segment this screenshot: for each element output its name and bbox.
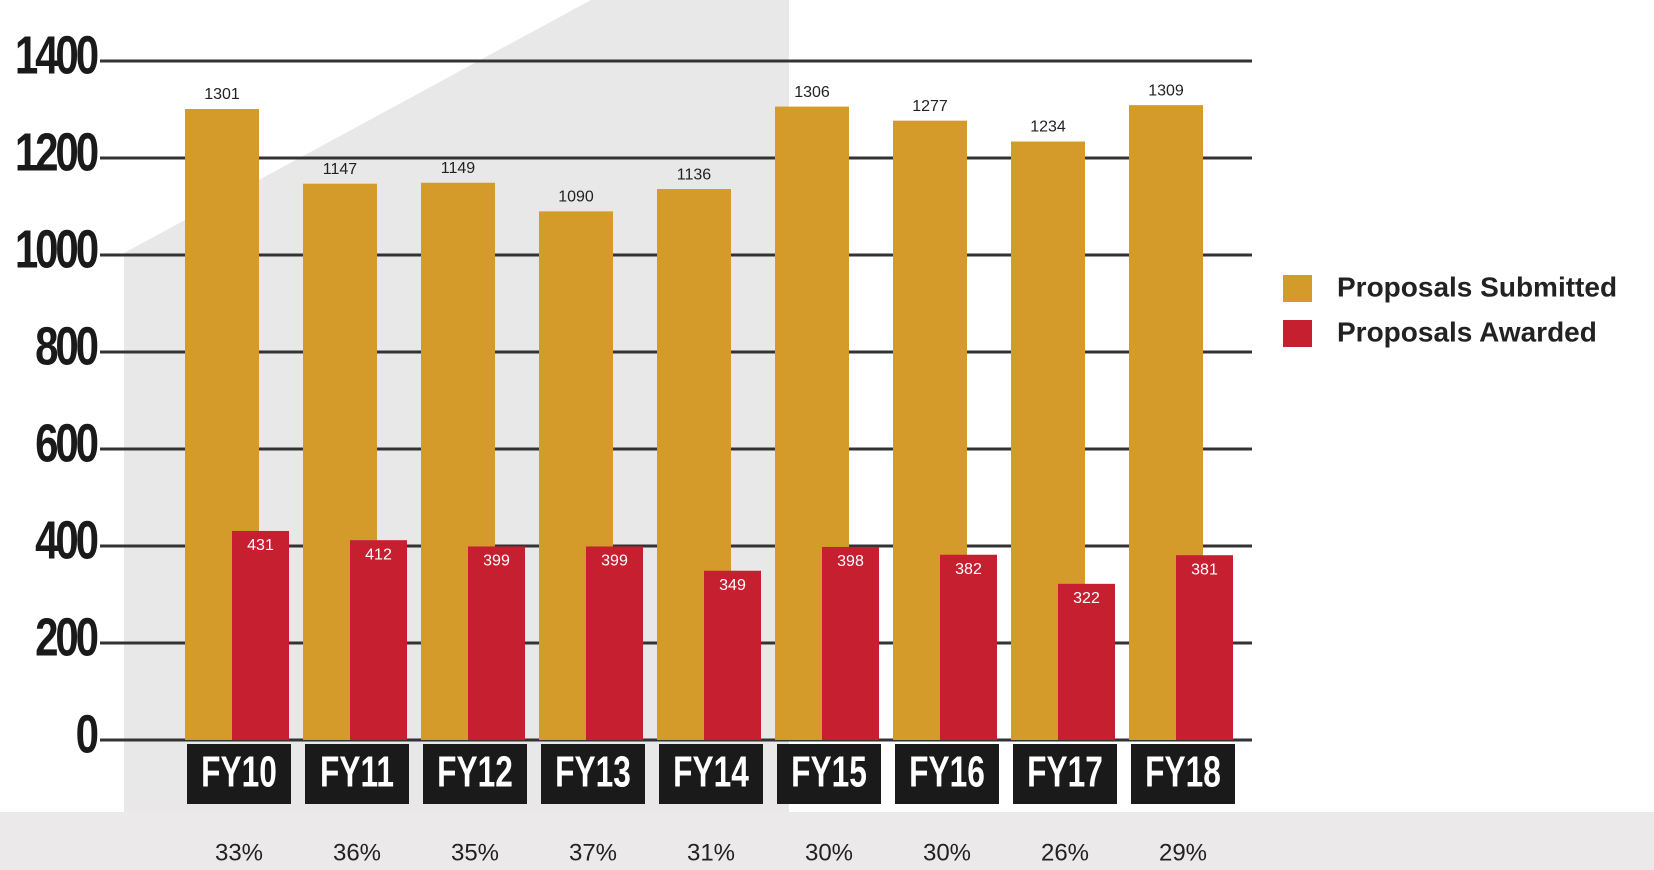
value-label: 382 [955, 561, 982, 578]
x-tick-label: FY10 [201, 748, 277, 797]
value-label: 1147 [323, 161, 358, 178]
x-tick-label: FY16 [909, 748, 985, 797]
bar [704, 570, 761, 740]
bar [350, 540, 407, 740]
y-tick-label: 200 [35, 607, 97, 667]
rate-label: 30% [805, 839, 853, 866]
value-label: 1277 [912, 98, 948, 115]
bar [1058, 583, 1115, 740]
category-box [187, 744, 291, 804]
value-label: 1090 [558, 189, 594, 206]
value-label: 322 [1073, 590, 1100, 607]
y-tick-label: 1200 [15, 122, 98, 182]
value-label: 1149 [441, 160, 476, 177]
x-tick-label: FY11 [320, 748, 394, 797]
rate-label: 31% [687, 839, 735, 866]
rate-label: 37% [569, 839, 617, 866]
value-label: 431 [247, 537, 274, 554]
value-label: 1234 [1030, 119, 1066, 136]
bar [586, 546, 643, 740]
x-tick-label: FY18 [1145, 748, 1221, 797]
rate-label: 36% [333, 839, 381, 866]
value-label: 381 [1191, 561, 1218, 578]
rate-label: 30% [923, 839, 971, 866]
value-label: 1309 [1148, 82, 1184, 99]
value-label: 1306 [794, 84, 830, 101]
x-tick-label: FY14 [673, 748, 749, 797]
category-box [541, 744, 645, 804]
category-box [777, 744, 881, 804]
bottom-band [0, 812, 1654, 870]
legend-swatch [1283, 275, 1312, 302]
bar [232, 530, 289, 740]
category-box [895, 744, 999, 804]
bar [822, 546, 879, 740]
category-box [659, 744, 763, 804]
legend-label: Proposals Submitted [1337, 271, 1617, 302]
y-tick-label: 1400 [15, 25, 98, 85]
category-box [1131, 744, 1235, 804]
y-tick-label: 400 [35, 510, 97, 570]
category-box [1013, 744, 1117, 804]
bar [940, 554, 997, 740]
value-label: 1301 [204, 86, 240, 103]
category-box [423, 744, 527, 804]
rate-label: 33% [215, 839, 263, 866]
value-label: 399 [601, 553, 628, 570]
rate-label: 35% [451, 839, 499, 866]
y-tick-label: 800 [35, 316, 97, 376]
x-tick-label: FY15 [791, 748, 867, 797]
category-box [305, 744, 409, 804]
legend-label: Proposals Awarded [1337, 316, 1597, 347]
rate-label: 26% [1041, 839, 1089, 866]
y-tick-label: 0 [76, 704, 98, 764]
x-tick-label: FY13 [555, 748, 631, 797]
value-label: 398 [837, 553, 864, 570]
bar [468, 546, 525, 740]
x-tick-label: FY12 [437, 748, 513, 797]
value-label: 399 [483, 553, 510, 570]
y-tick-label: 600 [35, 413, 97, 473]
legend-swatch [1283, 320, 1312, 347]
value-label: 412 [365, 546, 392, 563]
rate-label: 29% [1159, 839, 1207, 866]
bar [1176, 555, 1233, 740]
value-label: 349 [719, 577, 746, 594]
value-label: 1136 [677, 166, 712, 183]
y-tick-label: 1000 [15, 219, 98, 279]
x-tick-label: FY17 [1027, 748, 1103, 797]
